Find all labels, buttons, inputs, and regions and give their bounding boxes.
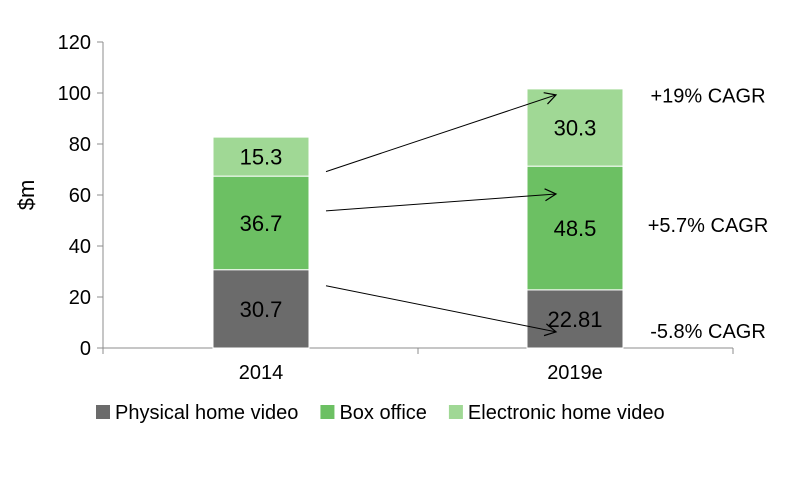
- legend-swatch: [320, 405, 335, 419]
- bar-segment: [212, 136, 310, 177]
- y-tick-label: 20: [69, 287, 91, 309]
- y-tick-label: 0: [80, 338, 91, 360]
- data-label: 48.5: [554, 216, 597, 241]
- y-tick-label: 100: [58, 83, 91, 105]
- growth-arrow: [325, 92, 558, 173]
- growth-arrow: [325, 188, 558, 212]
- legend-label: Box office: [339, 402, 426, 424]
- data-label: 30.7: [240, 297, 283, 322]
- growth-arrow: [325, 285, 558, 337]
- bar-segment: [526, 165, 624, 291]
- y-tick-label: 80: [69, 134, 91, 156]
- data-label: 30.3: [554, 116, 597, 141]
- legend: Physical home video Box office Electronic …: [96, 402, 665, 424]
- legend-swatch: [448, 405, 463, 419]
- y-tick-label: 60: [69, 185, 91, 207]
- x-tick-label: 2019e: [547, 362, 603, 384]
- legend-swatch: [96, 405, 110, 419]
- y-tick-label: 120: [58, 32, 91, 54]
- plot-area: 0 20 40 60 80 100 120 $m 2014 2019e 30.7 36.7 15.3 22…: [14, 32, 768, 384]
- data-label: 15.3: [240, 145, 283, 170]
- y-tick-label: 40: [69, 236, 91, 258]
- x-tick-label: 2014: [239, 362, 284, 384]
- cagr-annotation: +19% CAGR: [650, 86, 765, 108]
- data-label: 22.81: [547, 307, 602, 332]
- bar-segment: [212, 269, 310, 349]
- y-axis-title: $m: [14, 180, 39, 211]
- legend-label: Electronic home video: [468, 402, 665, 424]
- bar-segment: [526, 88, 624, 167]
- cagr-annotation: +5.7% CAGR: [648, 215, 769, 237]
- cagr-annotation: -5.8% CAGR: [650, 321, 766, 343]
- bar-segment: [212, 175, 310, 271]
- legend-label: Physical home video: [115, 402, 298, 424]
- data-label: 36.7: [240, 211, 283, 236]
